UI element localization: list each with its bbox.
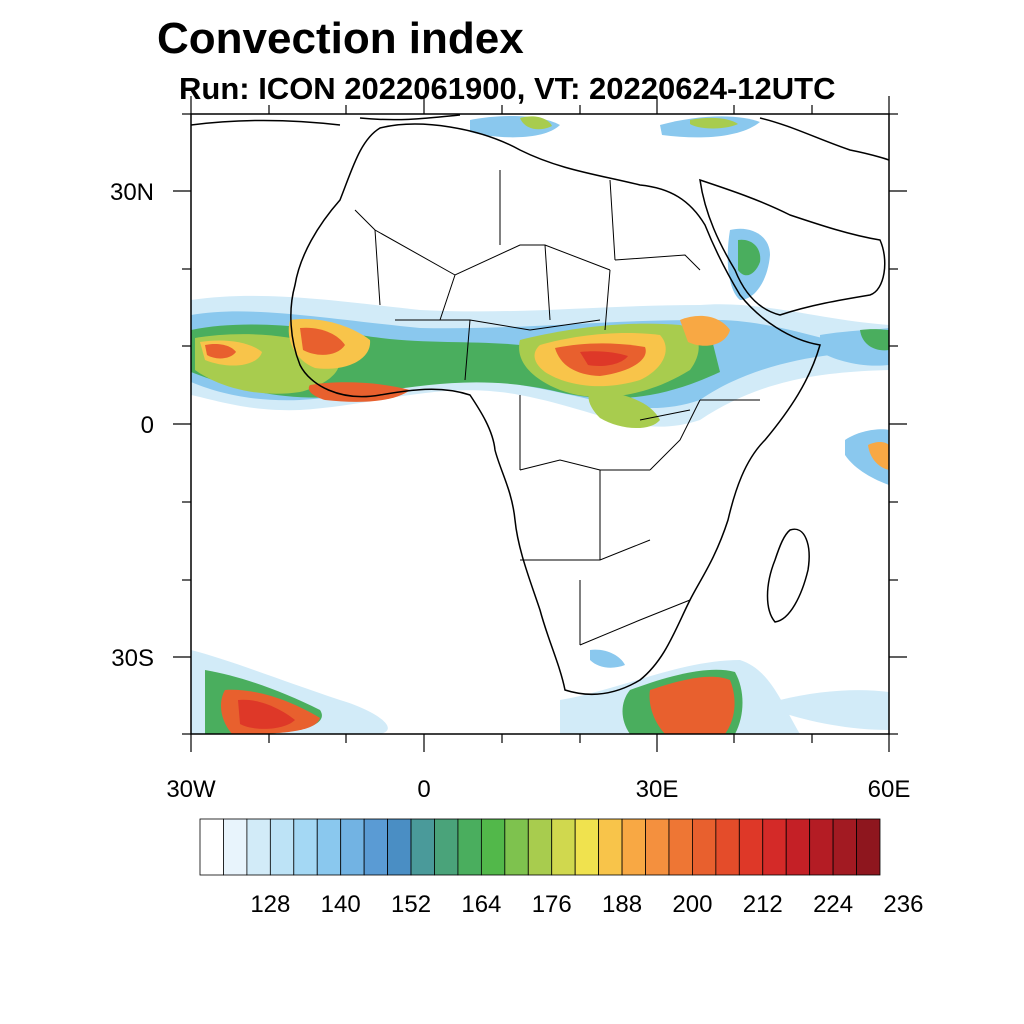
colorbar-box xyxy=(434,818,459,876)
map-title: Convection index xyxy=(157,14,524,63)
colorbar-box xyxy=(410,818,435,876)
colorbar-box xyxy=(692,818,717,876)
country-borders xyxy=(354,170,760,646)
colorbar-label: 236 xyxy=(883,891,923,918)
tick-marks xyxy=(173,96,907,752)
colorbar-box xyxy=(223,818,248,876)
lon-label-30w: 30W xyxy=(166,776,216,803)
colorbar-box xyxy=(809,818,834,876)
colorbar-box xyxy=(363,818,388,876)
colorbar-box xyxy=(504,818,529,876)
colorbar-label: 212 xyxy=(743,891,783,918)
colorbar-label: 224 xyxy=(813,891,853,918)
colorbar-label: 140 xyxy=(321,891,361,918)
colorbar-box xyxy=(316,818,342,876)
colorbar-box xyxy=(340,818,365,876)
convection-arabia xyxy=(727,228,770,300)
colorbar-box xyxy=(387,818,412,876)
colorbar-label: 200 xyxy=(672,891,712,918)
colorbar-box xyxy=(457,818,482,876)
colorbar-box xyxy=(527,818,553,876)
colorbar-box xyxy=(574,818,600,876)
colorbar-label: 164 xyxy=(461,891,501,918)
lon-label-0: 0 xyxy=(417,776,430,803)
convection-south xyxy=(191,649,889,734)
map-subtitle: Run: ICON 2022061900, VT: 20220624-12UTC xyxy=(179,71,836,106)
colorbar-box xyxy=(269,818,295,876)
colorbar-box xyxy=(645,818,670,876)
colorbar-labels: 128 140 152 164 176 188 200 212 224 236 xyxy=(250,891,923,918)
colorbar-label: 176 xyxy=(532,891,572,918)
map-frame xyxy=(190,113,890,735)
colorbar-box xyxy=(762,818,787,876)
colorbar xyxy=(199,818,881,876)
colorbar-box xyxy=(738,818,764,876)
colorbar-box xyxy=(551,818,576,876)
madagascar xyxy=(766,528,810,623)
colorbar-box xyxy=(715,818,740,876)
convection-band-west-africa xyxy=(191,295,889,429)
colorbar-box xyxy=(480,818,506,876)
colorbar-box xyxy=(199,818,224,876)
colorbar-box xyxy=(668,818,693,876)
colorbar-label: 188 xyxy=(602,891,642,918)
colorbar-box xyxy=(856,818,881,876)
europe-coast xyxy=(191,114,889,161)
arabia-coastline xyxy=(699,178,886,316)
lat-label-30s: 30S xyxy=(111,645,154,672)
colorbar-box xyxy=(246,818,271,876)
convection-field xyxy=(191,115,889,734)
lon-label-30e: 30E xyxy=(636,776,679,803)
lon-label-60e: 60E xyxy=(868,776,911,803)
convection-east xyxy=(820,328,889,485)
colorbar-box xyxy=(785,818,811,876)
colorbar-label: 152 xyxy=(391,891,431,918)
coastlines xyxy=(191,114,889,696)
colorbar-box xyxy=(293,818,318,876)
colorbar-box xyxy=(621,818,646,876)
colorbar-label: 128 xyxy=(250,891,290,918)
convection-mediterranean xyxy=(470,115,760,138)
africa-coastline xyxy=(290,123,821,696)
lat-label-0: 0 xyxy=(141,412,154,439)
colorbar-box xyxy=(598,818,623,876)
lat-label-30n: 30N xyxy=(110,179,154,206)
colorbar-box xyxy=(832,818,857,876)
